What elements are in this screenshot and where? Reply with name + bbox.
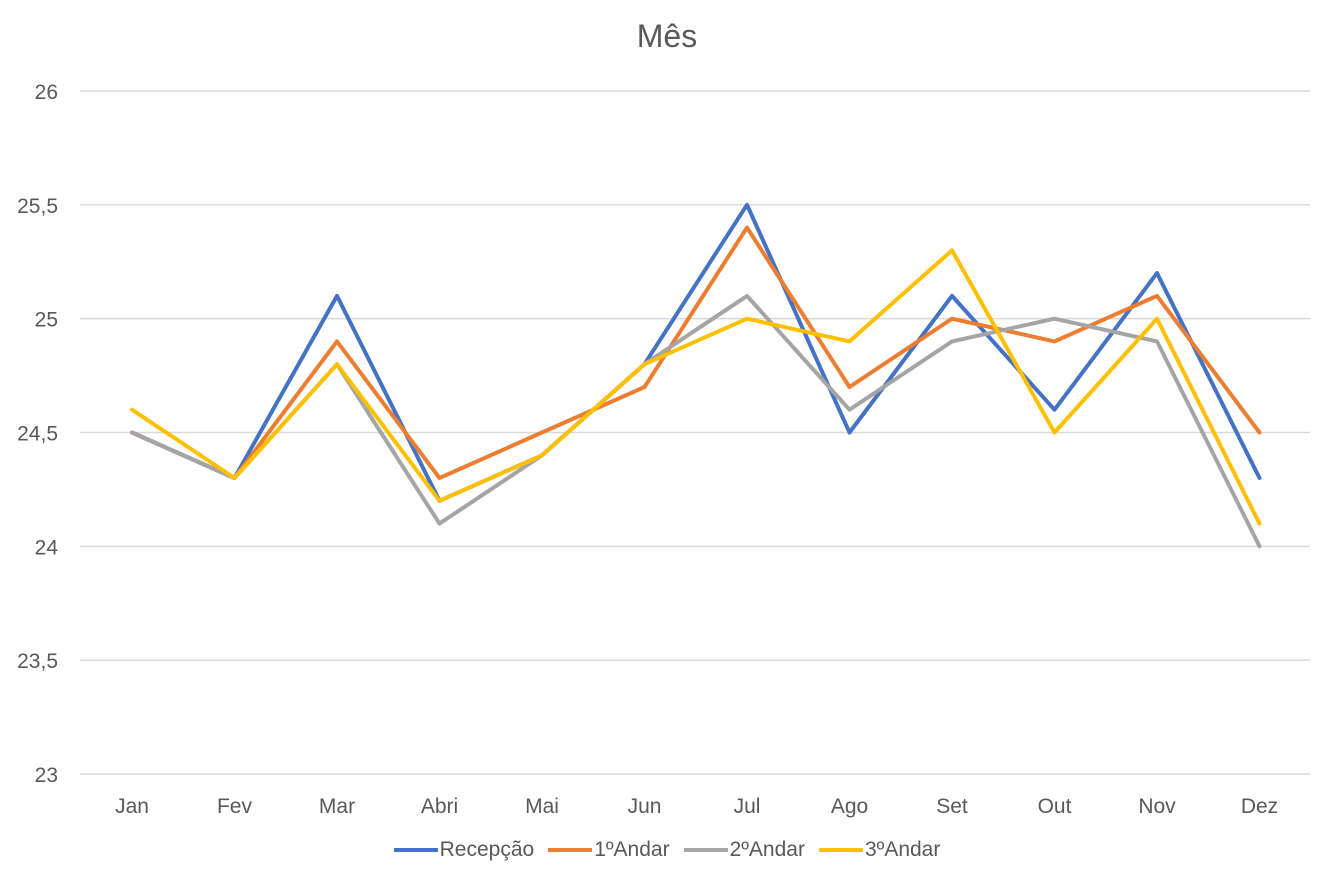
- legend-swatch: [393, 848, 438, 852]
- series-line-3-andar: [130, 248, 1262, 526]
- y-tick-label: 24,5: [17, 423, 58, 446]
- series-line-recepc-a-o: [130, 202, 1262, 503]
- x-tick-label: Jul: [734, 795, 761, 818]
- x-tick-label: Mar: [319, 795, 355, 818]
- legend-item: 2ºAndar: [683, 838, 805, 862]
- x-tick-label: Abri: [421, 795, 458, 818]
- x-tick-label: Nov: [1138, 795, 1176, 818]
- x-tick-label: Fev: [217, 795, 253, 818]
- legend-item: Recepção: [393, 838, 535, 862]
- legend-item: 3ºAndar: [818, 838, 941, 862]
- legend-swatch: [818, 848, 863, 852]
- legend-label: 2ºAndar: [729, 838, 805, 861]
- y-tick-label: 24: [35, 536, 59, 559]
- x-tick-label: Out: [1038, 795, 1072, 818]
- x-tick-label: Dez: [1241, 795, 1278, 818]
- y-tick-label: 26: [35, 81, 58, 104]
- legend-label: Recepção: [439, 838, 535, 861]
- legend-swatch: [548, 848, 593, 852]
- chart-legend: Recepção 1ºAndar 2ºAndar 3ºAndar: [0, 838, 1334, 862]
- x-tick-label: Set: [936, 795, 968, 818]
- series-line-2-andar: [130, 293, 1262, 549]
- y-tick-label: 25: [35, 309, 58, 332]
- y-tick-label: 25,5: [17, 195, 58, 218]
- x-tick-label: Jun: [628, 795, 662, 818]
- y-tick-label: 23: [35, 764, 58, 787]
- x-tick-label: Mai: [525, 795, 559, 818]
- x-tick-label: Ago: [831, 795, 868, 818]
- x-tick-label: Jan: [115, 795, 149, 818]
- legend-label: 3ºAndar: [864, 838, 941, 861]
- legend-label: 1ºAndar: [594, 838, 670, 861]
- y-tick-label: 23,5: [17, 650, 58, 673]
- chart-title: Mês: [636, 18, 698, 54]
- series-line-1-andar: [130, 225, 1262, 480]
- legend-swatch: [683, 848, 728, 852]
- legend-item: 1ºAndar: [548, 838, 670, 862]
